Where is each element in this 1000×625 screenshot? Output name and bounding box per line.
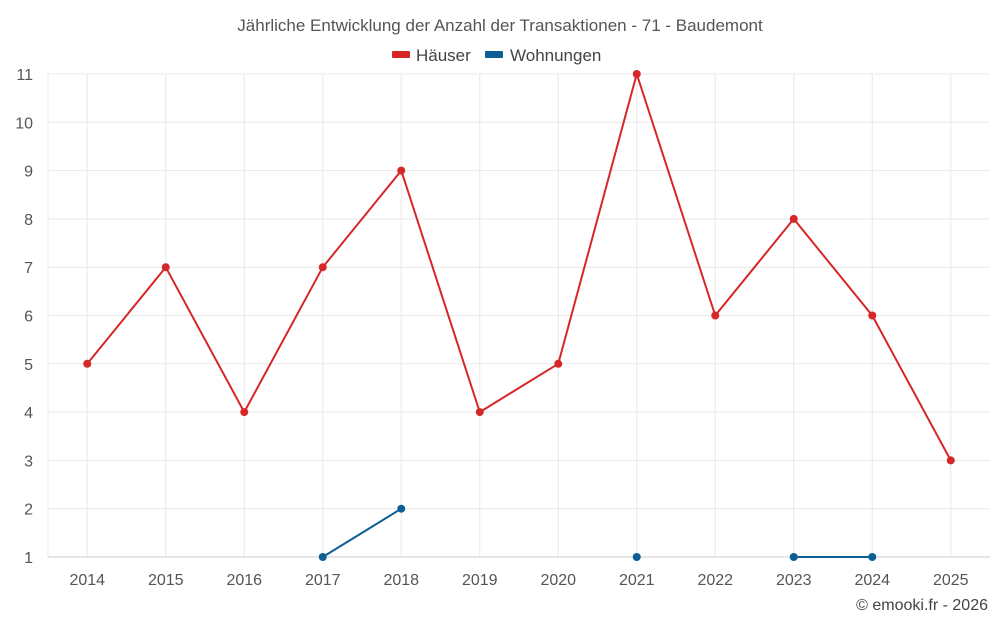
y-tick-label: 2 <box>24 502 33 519</box>
data-point-haeuser[interactable] <box>711 311 720 320</box>
y-tick-label: 9 <box>24 164 33 181</box>
legend: Häuser Wohnungen <box>392 46 601 65</box>
y-tick-label: 6 <box>24 309 33 326</box>
y-tick-label: 8 <box>24 212 33 229</box>
legend-swatch-wohnungen <box>485 51 503 58</box>
x-tick-label: 2020 <box>540 572 576 589</box>
x-tick-label: 2021 <box>619 572 655 589</box>
legend-label-wohnungen: Wohnungen <box>510 46 601 65</box>
grid <box>48 73 990 557</box>
y-tick-label: 10 <box>15 115 33 132</box>
x-tick-label: 2019 <box>462 572 498 589</box>
x-tick-label: 2018 <box>383 572 419 589</box>
y-tick-label: 11 <box>16 67 33 84</box>
series-haeuser <box>83 70 955 465</box>
x-tick-label: 2015 <box>148 572 184 589</box>
data-point-wohnungen[interactable] <box>868 553 877 561</box>
data-point-haeuser[interactable] <box>83 359 92 368</box>
x-tick-label: 2023 <box>776 572 812 589</box>
data-point-haeuser[interactable] <box>554 359 563 368</box>
y-tick-label: 4 <box>24 405 33 422</box>
data-point-haeuser[interactable] <box>161 263 170 272</box>
series-line-wohnungen <box>322 507 402 558</box>
x-tick-label: 2025 <box>933 572 969 589</box>
data-point-haeuser[interactable] <box>868 311 877 320</box>
series-wohnungen <box>318 504 877 561</box>
y-tick-label: 1 <box>24 550 33 567</box>
x-tick-label: 2014 <box>69 572 105 589</box>
y-tick-label: 7 <box>24 260 33 277</box>
data-point-wohnungen[interactable] <box>318 553 327 561</box>
data-point-haeuser[interactable] <box>946 456 955 465</box>
axes: 1 2 3 4 5 6 7 8 9 10 11 2014 2015 2016 2017 2018 2019 202… <box>15 67 990 589</box>
data-point-haeuser[interactable] <box>632 70 641 78</box>
x-tick-label: 2017 <box>305 572 341 589</box>
data-point-wohnungen[interactable] <box>789 553 798 561</box>
data-point-haeuser[interactable] <box>240 408 249 417</box>
series <box>83 70 955 561</box>
y-tick-label: 5 <box>24 357 33 374</box>
series-line-haeuser <box>86 73 952 461</box>
data-point-wohnungen[interactable] <box>632 553 641 561</box>
data-point-haeuser[interactable] <box>318 263 327 272</box>
legend-label-haeuser: Häuser <box>416 46 471 65</box>
chart-title: Jährliche Entwicklung der Anzahl der Tra… <box>237 16 763 35</box>
data-point-haeuser[interactable] <box>397 166 406 175</box>
legend-item-wohnungen[interactable]: Wohnungen <box>485 46 601 65</box>
x-tick-label: 2024 <box>854 572 890 589</box>
legend-item-haeuser[interactable]: Häuser <box>392 46 471 65</box>
data-point-haeuser[interactable] <box>789 214 798 223</box>
legend-swatch-haeuser <box>392 51 410 58</box>
x-tick-label: 2022 <box>697 572 733 589</box>
credit-text: © emooki.fr - 2026 <box>856 597 988 614</box>
data-point-wohnungen[interactable] <box>397 504 406 513</box>
y-tick-label: 3 <box>24 453 33 470</box>
x-tick-label: 2016 <box>226 572 262 589</box>
data-point-haeuser[interactable] <box>475 408 484 417</box>
